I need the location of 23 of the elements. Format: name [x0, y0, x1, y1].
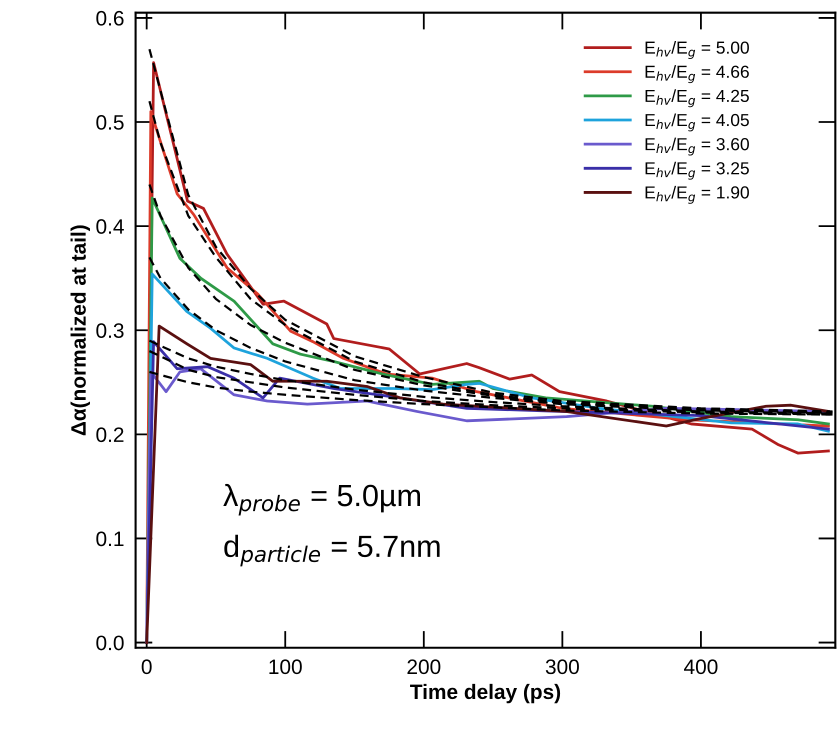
- x-tick-label: 0: [142, 659, 152, 674]
- legend-label: E$_{hv}$/E$_{g}$ = 4.66: [646, 65, 749, 84]
- y-tick-label: 0.2: [96, 427, 124, 442]
- y-tick-label: 0.3: [96, 323, 124, 338]
- y-axis-title: Δα(normalized at tail): [70, 225, 90, 436]
- y-tick-label: 0.4: [96, 219, 124, 234]
- legend-label: E$_{hv}$/E$_{g}$ = 4.05: [646, 113, 749, 132]
- x-tick-label: 300: [546, 659, 579, 674]
- legend-label: E$_{hv}$/E$_{g}$ = 4.25: [646, 89, 749, 108]
- legend-label: E$_{hv}$/E$_{g}$ = 3.60: [646, 138, 749, 156]
- annotation: d$_{particle}$ = 5.7nm: [224, 534, 440, 566]
- x-tick-label: 200: [407, 659, 440, 674]
- y-tick-label: 0.0: [96, 636, 124, 650]
- legend-label: E$_{hv}$/E$_{g}$ = 3.25: [646, 162, 749, 180]
- y-tick-label: 0.5: [96, 115, 124, 130]
- legend-label: E$_{hv}$/E$_{g}$ = 1.90: [646, 186, 749, 204]
- annotation: λ$_{probe}$ = 5.0µm: [223, 484, 420, 516]
- legend-label: E$_{hv}$/E$_{g}$ = 5.00: [646, 41, 749, 59]
- x-tick-label: 100: [269, 659, 302, 674]
- x-axis-title: Time delay (ps): [410, 684, 560, 704]
- y-tick-label: 0.6: [96, 10, 124, 26]
- x-tick-label: 400: [684, 659, 718, 674]
- y-tick-label: 0.1: [96, 531, 124, 546]
